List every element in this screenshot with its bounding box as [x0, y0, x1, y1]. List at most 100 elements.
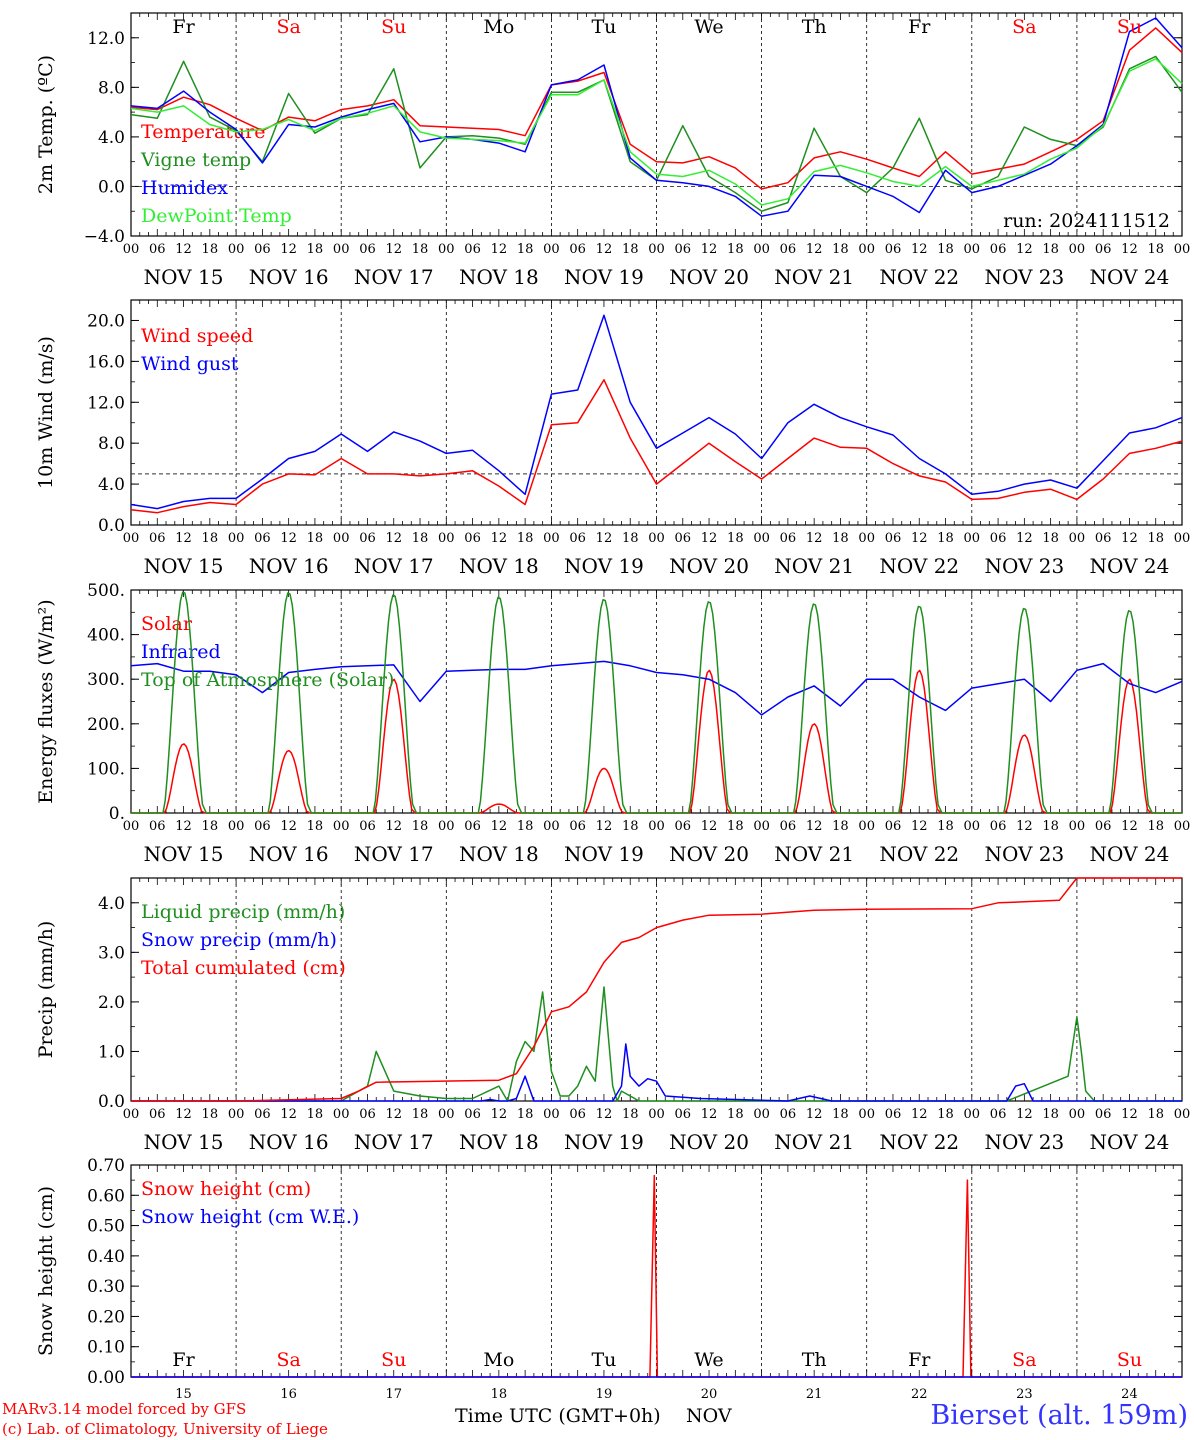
- hour-tick-label: 06: [254, 1107, 271, 1122]
- legend-entry: Wind gust: [141, 353, 239, 375]
- day-number-label: 24: [1121, 1387, 1138, 1402]
- hour-tick-label: 06: [990, 819, 1007, 834]
- hour-tick-label: 00: [753, 531, 770, 546]
- date-label: NOV 24: [1090, 842, 1170, 866]
- hour-tick-label: 18: [937, 242, 954, 257]
- hour-tick-label: 18: [412, 819, 429, 834]
- time-axis-label: Time UTC (GMT+0h): [455, 1405, 661, 1427]
- hour-tick-label: 12: [175, 242, 192, 257]
- date-label: NOV 19: [564, 554, 644, 578]
- hour-tick-label: 12: [175, 819, 192, 834]
- weekday-label: Sa: [1012, 16, 1036, 38]
- hour-tick-label: 18: [412, 531, 429, 546]
- hour-tick-label: 00: [1069, 819, 1086, 834]
- y-tick-label: 12.0: [87, 29, 125, 49]
- hour-tick-label: 00: [753, 1107, 770, 1122]
- y-tick-label: 500.: [87, 581, 125, 601]
- hour-tick-label: 12: [491, 242, 508, 257]
- hour-tick-label: 06: [254, 242, 271, 257]
- hour-tick-label: 06: [359, 819, 376, 834]
- day-number-label: 20: [701, 1387, 718, 1402]
- hour-tick-label: 12: [1121, 1107, 1138, 1122]
- day-number-label: 15: [175, 1387, 192, 1402]
- hour-tick-label: 12: [280, 242, 297, 257]
- y-tick-label: 3.0: [98, 943, 125, 963]
- hour-tick-label: 12: [911, 242, 928, 257]
- hour-tick-label: 06: [1095, 1107, 1112, 1122]
- y-tick-label: 200.: [87, 715, 125, 735]
- hour-tick-label: 00: [123, 1107, 140, 1122]
- weekday-label: Tu: [591, 1349, 616, 1371]
- hour-tick-label: 06: [675, 819, 692, 834]
- hour-tick-label: 18: [202, 819, 219, 834]
- y-tick-label: 2.0: [98, 993, 125, 1013]
- hour-tick-label: 00: [648, 1107, 665, 1122]
- hour-tick-label: 18: [307, 1107, 324, 1122]
- day-number-label: 18: [491, 1387, 508, 1402]
- hour-tick-label: 00: [333, 819, 350, 834]
- hour-tick-label: 00: [543, 1107, 560, 1122]
- hour-tick-label: 06: [254, 531, 271, 546]
- hour-tick-label: 06: [780, 819, 797, 834]
- y-axis-label: Snow height (cm): [35, 1186, 57, 1356]
- hour-tick-label: 00: [964, 242, 981, 257]
- legend-entry: Snow height (cm): [141, 1178, 311, 1200]
- hour-tick-label: 00: [123, 819, 140, 834]
- date-label: NOV 16: [249, 265, 329, 289]
- date-label: NOV 21: [774, 842, 854, 866]
- hour-tick-label: 06: [675, 242, 692, 257]
- date-label: NOV 17: [354, 1130, 434, 1154]
- date-label: NOV 22: [879, 265, 959, 289]
- hour-tick-label: 18: [1147, 819, 1164, 834]
- hour-tick-label: 00: [648, 531, 665, 546]
- y-tick-label: 1.0: [98, 1042, 125, 1062]
- hour-tick-label: 18: [1042, 819, 1059, 834]
- weekday-label: Su: [1117, 16, 1142, 38]
- hour-tick-label: 00: [1174, 242, 1191, 257]
- legend-entry: DewPoint Temp: [141, 205, 292, 227]
- hour-tick-label: 00: [438, 819, 455, 834]
- y-tick-label: 4.0: [98, 894, 125, 914]
- date-label: NOV 18: [459, 1130, 539, 1154]
- legend-entry: Wind speed: [141, 325, 253, 347]
- weekday-label: Tu: [591, 16, 616, 38]
- hour-tick-label: 06: [1095, 819, 1112, 834]
- weekday-label: Su: [381, 1349, 406, 1371]
- date-label: NOV 18: [459, 554, 539, 578]
- hour-tick-label: 00: [123, 531, 140, 546]
- hour-tick-label: 12: [701, 1107, 718, 1122]
- hour-tick-label: 00: [1069, 531, 1086, 546]
- hour-tick-label: 18: [622, 531, 639, 546]
- hour-tick-label: 00: [648, 819, 665, 834]
- date-label: NOV 16: [249, 1130, 329, 1154]
- hour-tick-label: 12: [701, 819, 718, 834]
- y-axis-label: 2m Temp. (ºC): [35, 55, 57, 194]
- hour-tick-label: 06: [990, 242, 1007, 257]
- hour-tick-label: 12: [280, 531, 297, 546]
- hour-tick-label: 00: [228, 242, 245, 257]
- hour-tick-label: 00: [438, 242, 455, 257]
- date-label: NOV 23: [984, 265, 1064, 289]
- legend-entry: Top of Atmosphere (Solar): [141, 669, 394, 691]
- hour-tick-label: 00: [1069, 242, 1086, 257]
- hour-tick-label: 00: [333, 242, 350, 257]
- hour-tick-label: 06: [359, 242, 376, 257]
- date-label: NOV 22: [879, 554, 959, 578]
- series-line-snow-precip-mm-h-: [131, 1043, 1182, 1102]
- hour-tick-label: 06: [569, 242, 586, 257]
- hour-tick-label: 12: [1121, 242, 1138, 257]
- legend-entry: Snow height (cm W.E.): [141, 1206, 359, 1228]
- hour-tick-label: 06: [885, 242, 902, 257]
- hour-tick-label: 00: [858, 819, 875, 834]
- hour-tick-label: 12: [596, 819, 613, 834]
- day-number-label: 22: [911, 1387, 928, 1402]
- hour-tick-label: 18: [412, 242, 429, 257]
- hour-tick-label: 18: [202, 531, 219, 546]
- hour-tick-label: 12: [806, 819, 823, 834]
- date-label: NOV 19: [564, 265, 644, 289]
- y-tick-label: 0.: [109, 804, 125, 824]
- hour-tick-label: 18: [727, 242, 744, 257]
- date-label: NOV 20: [669, 265, 749, 289]
- hour-tick-label: 18: [937, 1107, 954, 1122]
- y-tick-label: 20.0: [87, 311, 125, 331]
